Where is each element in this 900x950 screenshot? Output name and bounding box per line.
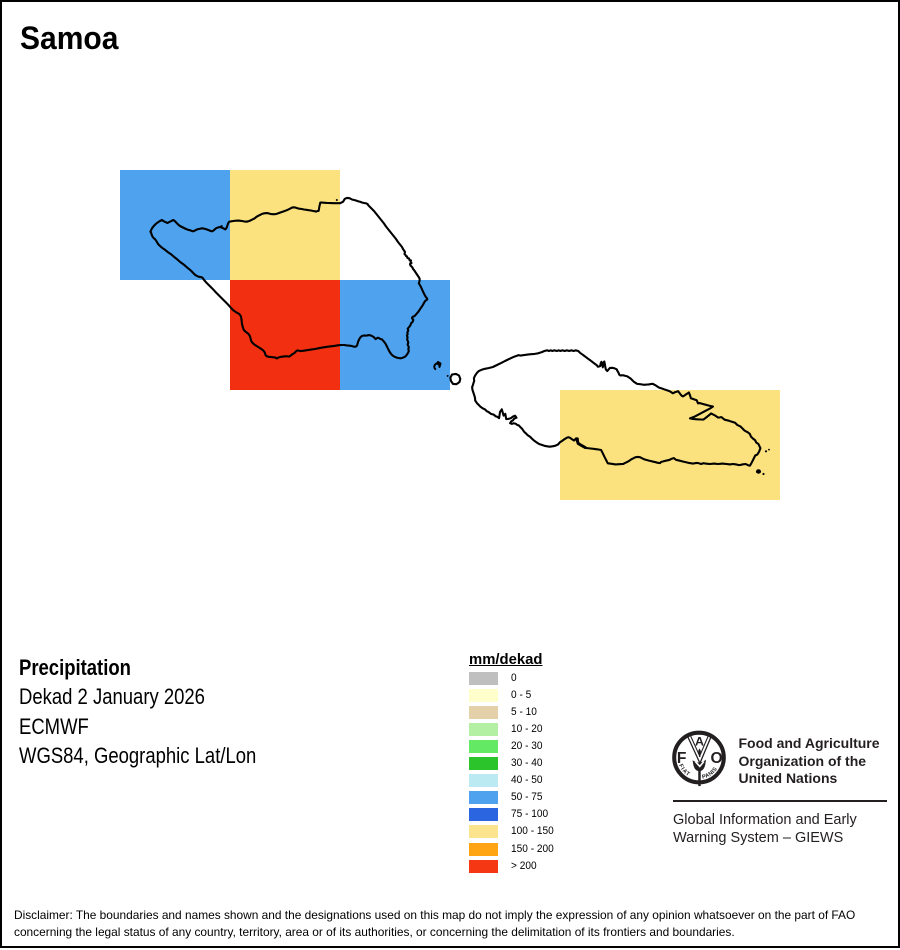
svg-text:F: F	[676, 750, 686, 767]
svg-text:O: O	[710, 750, 722, 767]
svg-text:A: A	[695, 734, 704, 748]
